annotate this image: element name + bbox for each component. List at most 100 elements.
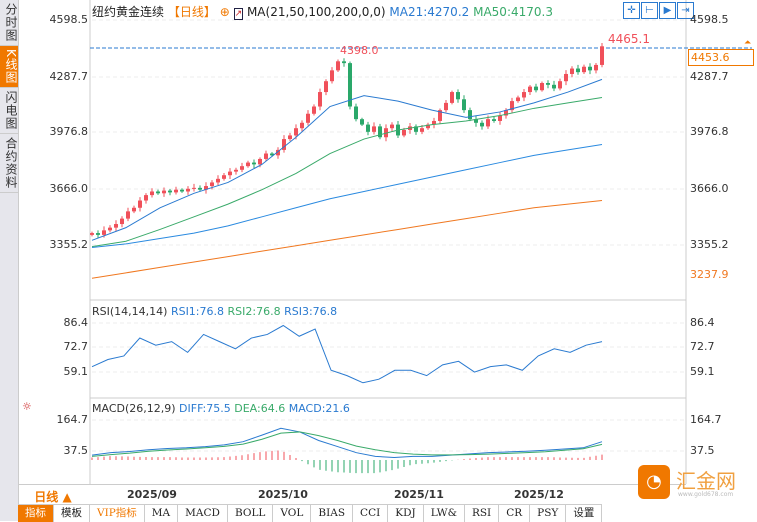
candle — [294, 128, 298, 136]
candle — [180, 189, 184, 192]
dea-line — [91, 431, 603, 457]
candle — [192, 187, 196, 189]
tab-settings[interactable]: 设置 — [566, 505, 603, 522]
logo-url: www.gold678.com — [678, 491, 734, 498]
tab-k-line[interactable]: K线图 — [0, 46, 18, 88]
ma50-line — [91, 96, 603, 248]
dea-value: DEA:64.6 — [234, 402, 286, 415]
candle — [588, 66, 592, 71]
sidebar: 分时图 K线图 闪电图 合约资料 — [0, 0, 19, 521]
tab-lw[interactable]: LW& — [424, 505, 465, 522]
candle — [90, 233, 94, 235]
rsi-tick: 59.1 — [63, 365, 89, 378]
candle — [300, 122, 304, 129]
date-label: 2025/11 — [394, 488, 444, 501]
candle — [168, 190, 172, 193]
rsi-tick: 86.4 — [63, 316, 89, 329]
candle — [378, 126, 382, 138]
rsi-line — [91, 324, 603, 384]
logo: ◔ 汇金网 www.gold678.com — [636, 465, 756, 501]
candle — [174, 189, 178, 193]
candle — [360, 119, 364, 125]
macd-tick: 37.5 — [63, 444, 89, 457]
candle — [480, 122, 484, 127]
candle — [342, 61, 346, 64]
logo-text: 汇金网 — [676, 469, 736, 493]
candle — [306, 113, 310, 123]
period-selector[interactable]: 日线 ▲ — [34, 490, 72, 504]
candle — [228, 171, 232, 176]
candle — [210, 182, 214, 187]
candle — [516, 97, 520, 102]
price-tick: 4287.7 — [49, 70, 89, 83]
macd-label: MACD(26,12,9) — [92, 402, 176, 415]
date-label: 2025/10 — [258, 488, 308, 501]
instrument-title: 纽约黄金连续 — [92, 5, 165, 19]
tab-psy[interactable]: PSY — [530, 505, 567, 522]
candle — [558, 81, 562, 89]
tab-vip-indicators[interactable]: VIP指标 — [90, 505, 145, 522]
candle — [108, 227, 112, 231]
tab-bias[interactable]: BIAS — [311, 505, 354, 522]
crosshair-icon[interactable]: ✛ — [623, 2, 640, 19]
candle — [372, 126, 376, 132]
macd-tick: 164.7 — [56, 413, 89, 426]
price-tick: 3976.8 — [49, 125, 89, 138]
candle — [162, 190, 166, 194]
candle — [330, 70, 334, 82]
rsi2-value: RSI2:76.8 — [227, 305, 281, 318]
add-icon[interactable]: ⊕ — [219, 5, 230, 19]
ma100-line — [91, 143, 603, 249]
tab-boll[interactable]: BOLL — [228, 505, 274, 522]
date-axis — [18, 484, 686, 505]
logo-icon: ◔ — [638, 465, 670, 499]
rsi-tick: 72.7 — [63, 340, 89, 353]
candle — [450, 92, 454, 103]
fit-axis-icon[interactable]: ⊢ — [641, 2, 658, 19]
candle — [402, 130, 406, 136]
candle — [570, 68, 574, 74]
candle — [114, 224, 118, 228]
candle — [594, 64, 598, 71]
low-label: 3237.9 — [690, 268, 729, 281]
settings-sun-icon[interactable]: ☼ — [22, 400, 32, 413]
candle — [336, 61, 340, 71]
tab-kdj[interactable]: KDJ — [388, 505, 424, 522]
candle — [540, 83, 544, 91]
candle — [534, 86, 538, 91]
tab-cr[interactable]: CR — [499, 505, 531, 522]
indicator-tabs: 指标 模板 VIP指标 MA MACD BOLL VOL BIAS CCI KD… — [18, 504, 603, 522]
tab-rsi[interactable]: RSI — [465, 505, 500, 522]
ma-label: MA(21,50,100,200,0,0) — [246, 5, 386, 19]
tab-macd[interactable]: MACD — [178, 505, 228, 522]
candle — [270, 153, 274, 156]
period-label: 【日线】 — [167, 5, 216, 19]
tab-templates[interactable]: 模板 — [54, 505, 90, 522]
tab-vol[interactable]: VOL — [273, 505, 312, 522]
tab-contract-info[interactable]: 合约资料 — [0, 134, 18, 193]
tab-time-chart[interactable]: 分时图 — [0, 0, 18, 46]
candle — [324, 81, 328, 93]
candle — [564, 73, 568, 82]
candle — [426, 124, 430, 129]
candle — [546, 83, 550, 85]
tab-flash-chart[interactable]: 闪电图 — [0, 88, 18, 134]
ma-chart-icon[interactable]: ↗ — [233, 8, 244, 20]
tab-ma[interactable]: MA — [145, 505, 179, 522]
tab-indicators[interactable]: 指标 — [18, 505, 54, 522]
candle — [522, 92, 526, 98]
candle — [510, 101, 514, 111]
play-icon[interactable]: ▶ — [659, 2, 676, 19]
price-tick: 3355.2 — [690, 238, 729, 251]
macd-header: MACD(26,12,9) DIFF:75.5 DEA:64.6 MACD:21… — [92, 402, 350, 415]
candle — [420, 128, 424, 132]
candle — [282, 139, 286, 150]
tab-cci[interactable]: CCI — [353, 505, 389, 522]
candle — [498, 115, 502, 121]
candle — [318, 92, 322, 107]
candle — [456, 92, 460, 100]
price-tick: 3976.8 — [690, 125, 729, 138]
exit-icon[interactable]: ⇥ — [677, 2, 694, 19]
date-label: 2025/12 — [514, 488, 564, 501]
